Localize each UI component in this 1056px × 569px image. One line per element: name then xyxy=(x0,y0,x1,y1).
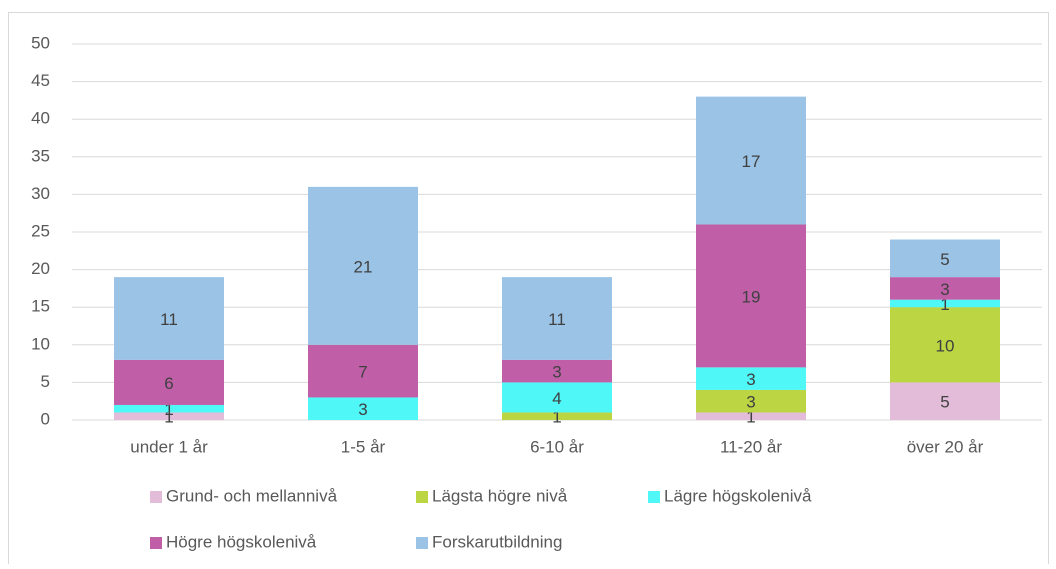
bar-segment xyxy=(890,277,1000,300)
legend-marker xyxy=(150,537,162,549)
data-label: 5 xyxy=(940,393,949,412)
bar-segment xyxy=(502,359,612,383)
bar-segment xyxy=(502,382,612,413)
legend-marker xyxy=(648,491,660,503)
bar-segment xyxy=(502,412,612,420)
bar-segment xyxy=(696,412,806,420)
data-label: 10 xyxy=(936,336,955,355)
x-tick-label: 11-20 år xyxy=(720,437,782,456)
x-tick-label: 1-5 år xyxy=(341,437,386,456)
legend-label: Grund- och mellannivå xyxy=(166,486,338,505)
bar-segment xyxy=(890,299,1000,308)
bar-segment xyxy=(502,277,612,360)
y-tick-label: 30 xyxy=(31,184,50,203)
data-label: 1 xyxy=(164,400,173,419)
legend-marker xyxy=(416,491,428,503)
bar-segment xyxy=(114,277,224,360)
x-tick-label: över 20 år xyxy=(907,437,984,456)
data-label: 1 xyxy=(940,295,949,314)
bar-segment xyxy=(696,96,806,225)
legend-marker xyxy=(150,491,162,503)
data-label: 1 xyxy=(552,408,561,427)
x-tick-label: 6-10 år xyxy=(530,437,584,456)
y-tick-label: 15 xyxy=(31,297,50,316)
y-tick-label: 10 xyxy=(31,334,50,353)
y-tick-label: 50 xyxy=(31,33,50,52)
bar-segment xyxy=(308,344,418,398)
y-tick-label: 35 xyxy=(31,146,50,165)
legend-marker xyxy=(416,537,428,549)
data-label: 3 xyxy=(746,370,755,389)
legend-label: Lägre högskolenivå xyxy=(664,486,812,505)
y-tick-label: 45 xyxy=(31,71,50,90)
bar-segment xyxy=(696,367,806,390)
bar-segment xyxy=(114,359,224,405)
x-tick-label: under 1 år xyxy=(130,437,208,456)
y-tick-label: 5 xyxy=(41,372,50,391)
data-label: 11 xyxy=(548,310,566,329)
y-tick-label: 0 xyxy=(41,409,50,428)
legend-label: Lägsta högre nivå xyxy=(432,486,568,505)
legend-label: Forskarutbildning xyxy=(432,532,562,551)
bar-segment xyxy=(308,397,418,420)
y-tick-label: 20 xyxy=(31,259,50,278)
data-label: 5 xyxy=(940,250,949,269)
bar-segment xyxy=(114,412,224,420)
legend-label: Högre högskolenivå xyxy=(166,532,317,551)
data-label: 3 xyxy=(940,280,949,299)
bar-segment xyxy=(696,389,806,413)
data-label: 3 xyxy=(552,363,561,382)
y-tick-label: 25 xyxy=(31,221,50,240)
data-label: 7 xyxy=(358,363,367,382)
y-tick-label: 40 xyxy=(31,109,50,128)
data-label: 19 xyxy=(742,287,761,306)
data-label: 1 xyxy=(746,408,755,427)
bar-segment xyxy=(890,382,1000,420)
data-label: 11 xyxy=(160,310,178,329)
bar-segment xyxy=(890,239,1000,278)
data-label: 1 xyxy=(164,408,173,427)
bar-segment xyxy=(696,224,806,368)
bar-segment xyxy=(308,186,418,345)
data-label: 17 xyxy=(742,152,761,171)
bar-segment xyxy=(114,404,224,413)
data-label: 6 xyxy=(164,374,173,393)
data-label: 3 xyxy=(358,400,367,419)
data-label: 4 xyxy=(552,389,561,408)
bar-segment xyxy=(890,307,1000,383)
data-label: 3 xyxy=(746,393,755,412)
data-label: 21 xyxy=(354,257,373,276)
